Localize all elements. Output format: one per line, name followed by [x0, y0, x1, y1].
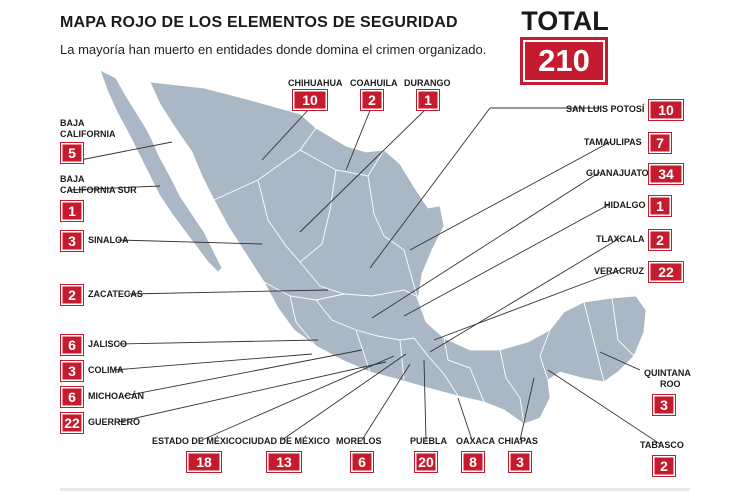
label-oaxaca: OAXACA — [456, 436, 496, 446]
leader-lines — [69, 107, 661, 445]
label-puebla: PUEBLA — [410, 436, 448, 446]
label-guerrero: GUERRERO — [88, 417, 141, 427]
map-region-baja-peninsula — [99, 69, 223, 273]
count-quintana-roo: 3 — [652, 394, 676, 416]
count-coahuila: 2 — [360, 89, 384, 111]
label-veracruz: VERACRUZ — [594, 266, 645, 276]
count-tamaulipas: 7 — [648, 132, 672, 154]
count-zacatecas: 2 — [60, 284, 84, 306]
label-baja-california-sur-2: CALIFORNIA SUR — [60, 185, 137, 195]
count-chiapas: 3 — [508, 451, 532, 473]
count-morelos: 6 — [350, 451, 374, 473]
map-region-mainland — [149, 81, 647, 425]
count-guerrero: 22 — [60, 412, 84, 434]
label-estado-mexico: ESTADO DE MÉXICO — [152, 436, 242, 446]
count-baja-california: 5 — [60, 142, 84, 164]
page-title: MAPA ROJO DE LOS ELEMENTOS DE SEGURIDAD — [60, 14, 458, 31]
label-chiapas: CHIAPAS — [498, 436, 538, 446]
label-zacatecas: ZACATECAS — [88, 289, 143, 299]
count-tabasco: 2 — [652, 455, 676, 477]
label-baja-california-sur-1: BAJA — [60, 174, 85, 184]
label-michoacan: MICHOACÁN — [88, 391, 144, 401]
label-quintana-roo-1: QUINTANA — [644, 368, 691, 378]
label-guanajuato: GUANAJUATO — [586, 168, 649, 178]
label-coahuila: COAHUILA — [350, 78, 398, 88]
count-michoacan: 6 — [60, 386, 84, 408]
label-morelos: MORELOS — [336, 436, 382, 446]
count-chihuahua: 10 — [292, 89, 328, 111]
label-san-luis-potosi: SAN LUIS POTOSÍ — [566, 104, 645, 114]
count-cdmx: 13 — [266, 451, 302, 473]
count-hidalgo: 1 — [648, 195, 672, 217]
count-jalisco: 6 — [60, 334, 84, 356]
label-hidalgo: HIDALGO — [604, 200, 646, 210]
count-durango: 1 — [416, 89, 440, 111]
count-puebla: 20 — [414, 451, 438, 473]
count-tlaxcala: 2 — [648, 229, 672, 251]
label-cdmx: CIUDAD DE MÉXICO — [242, 436, 331, 446]
label-sinaloa: SINALOA — [88, 235, 129, 245]
total-value: 210 — [520, 37, 608, 85]
count-estado-mexico: 18 — [186, 451, 222, 473]
label-durango: DURANGO — [404, 78, 451, 88]
count-veracruz: 22 — [648, 261, 684, 283]
label-chihuahua: CHIHUAHUA — [288, 78, 343, 88]
total-label: TOTAL — [521, 6, 609, 36]
count-baja-california-sur: 1 — [60, 200, 84, 222]
page-subtitle: La mayoría han muerto en entidades donde… — [60, 42, 487, 57]
label-colima: COLIMA — [88, 365, 124, 375]
label-baja-california-1: BAJA — [60, 118, 85, 128]
count-oaxaca: 8 — [461, 451, 485, 473]
bottom-divider — [60, 488, 690, 491]
label-tabasco: TABASCO — [640, 440, 684, 450]
label-tamaulipas: TAMAULIPAS — [584, 137, 642, 147]
label-baja-california-2: CALIFORNIA — [60, 129, 116, 139]
count-san-luis-potosi: 10 — [648, 99, 684, 121]
count-guanajuato: 34 — [648, 163, 684, 185]
count-colima: 3 — [60, 360, 84, 382]
count-sinaloa: 3 — [60, 230, 84, 252]
label-quintana-roo-2: ROO — [660, 379, 681, 389]
label-tlaxcala: TLAXCALA — [596, 234, 645, 244]
label-jalisco: JALISCO — [88, 339, 128, 349]
state-borders — [213, 127, 635, 425]
